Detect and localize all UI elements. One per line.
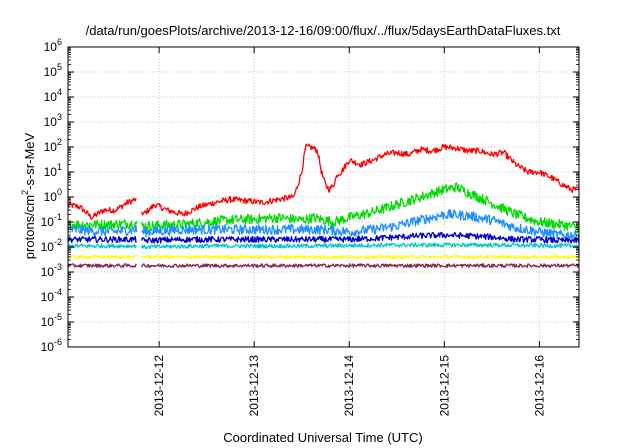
y-tick-label: 102 (44, 137, 62, 154)
y-axis-label: protons/cm2-s-sr-MeV (20, 132, 37, 259)
y-tick-label: 101 (44, 162, 62, 179)
series-line (67, 143, 580, 220)
series-line (67, 254, 580, 260)
x-tick-label: 2013-12-16 (532, 355, 546, 417)
y-tick-label: 105 (44, 62, 62, 79)
series-line (67, 242, 580, 250)
y-tick-label: 10-2 (41, 237, 62, 254)
x-axis-label: Coordinated Universal Time (UTC) (223, 430, 422, 445)
axis-ticks: 10-6 10-5 10-4 10-3 10-2 10-1 100 101 102 103 104 1… (41, 37, 579, 416)
series-line (67, 209, 580, 241)
chart-title: /data/run/goesPlots/archive/2013-12-16/0… (86, 23, 561, 38)
y-tick-label: 10-1 (41, 212, 62, 229)
series-line (67, 263, 580, 269)
y-tick-label: 10-3 (41, 262, 62, 279)
x-tick-label: 2013-12-12 (152, 355, 166, 417)
x-tick-label: 2013-12-14 (342, 355, 356, 417)
y-tick-label: 100 (44, 187, 62, 204)
y-tick-label: 10-4 (41, 287, 62, 304)
y-tick-label: 103 (44, 112, 62, 129)
series-line (67, 231, 580, 244)
series-lines (67, 143, 580, 269)
y-tick-label: 106 (44, 37, 62, 54)
y-tick-label: 10-5 (41, 312, 62, 329)
x-tick-label: 2013-12-15 (437, 355, 451, 417)
y-tick-label: 104 (44, 87, 62, 104)
x-tick-label: 2013-12-13 (247, 355, 261, 417)
y-tick-label: 10-6 (41, 337, 62, 354)
